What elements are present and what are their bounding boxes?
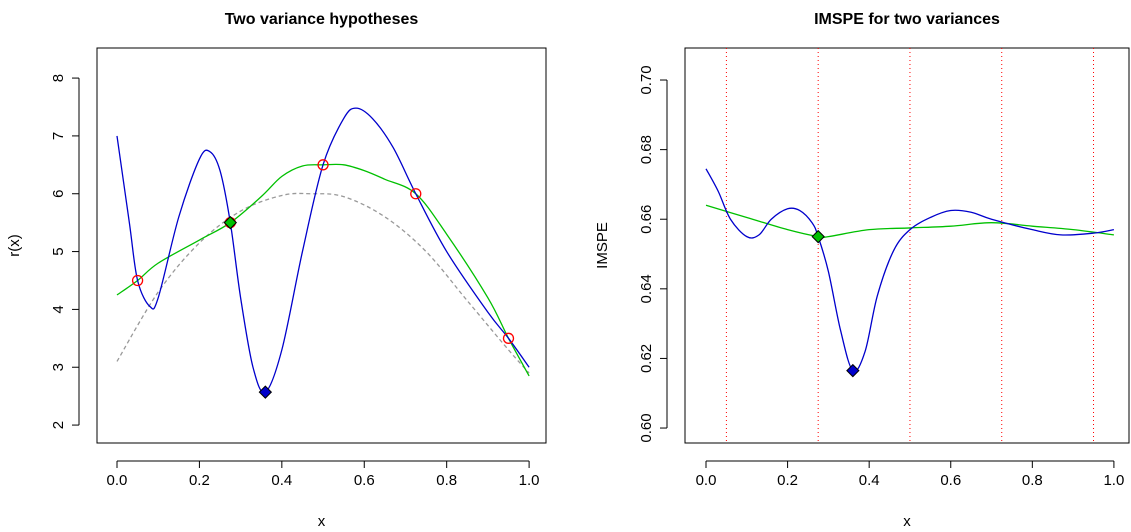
- y-tick-label: 8: [50, 74, 67, 82]
- data-point: [410, 188, 422, 200]
- y-tick-label: 0.66: [638, 205, 655, 234]
- x-tick-label: 0.2: [189, 472, 210, 489]
- x-tick-label: 0.4: [271, 472, 292, 489]
- optimum-marker: [258, 385, 273, 399]
- x-tick-label: 0.0: [107, 472, 128, 489]
- x-tick-label: 0.6: [354, 472, 375, 489]
- x-tick-label: 1.0: [519, 472, 540, 489]
- data-point: [502, 332, 515, 344]
- y-tick-label: 0.70: [638, 65, 655, 94]
- y-tick-label: 2: [50, 421, 67, 429]
- y-tick-label: 4: [50, 305, 67, 313]
- plot-frame: [96, 47, 547, 444]
- chart-title: IMSPE for two variances: [814, 11, 1000, 28]
- x-tick-label: 0.8: [1022, 472, 1043, 489]
- y-tick-label: 3: [50, 363, 67, 371]
- data-point: [317, 159, 329, 171]
- plot-frame: [684, 47, 1130, 444]
- optimum-marker: [223, 215, 238, 230]
- y-tick-label: 0.68: [638, 135, 655, 164]
- series-line: [116, 163, 530, 377]
- x-axis-label: x: [903, 513, 911, 530]
- y-tick-label: 0.64: [638, 274, 655, 303]
- series-line: [705, 204, 1114, 239]
- x-tick-label: 0.4: [859, 472, 880, 489]
- y-tick-label: 6: [50, 190, 67, 198]
- x-tick-label: 0.6: [940, 472, 961, 489]
- y-tick-label: 5: [50, 247, 67, 255]
- optimum-marker: [811, 229, 825, 244]
- y-tick-label: 7: [50, 132, 67, 140]
- x-tick-label: 0.2: [777, 472, 798, 489]
- x-tick-label: 0.0: [696, 472, 717, 489]
- chart-title: Two variance hypotheses: [225, 11, 419, 28]
- data-point: [131, 274, 144, 287]
- y-tick-label: 0.62: [638, 344, 655, 373]
- x-axis-label: x: [318, 513, 326, 530]
- x-tick-label: 1.0: [1103, 472, 1124, 489]
- y-tick-label: 0.60: [638, 413, 655, 442]
- y-axis-label: r(x): [6, 234, 23, 257]
- optimum-marker: [846, 363, 860, 378]
- y-axis-label: IMSPE: [594, 222, 611, 269]
- x-tick-label: 0.8: [436, 472, 457, 489]
- series-line: [116, 107, 530, 394]
